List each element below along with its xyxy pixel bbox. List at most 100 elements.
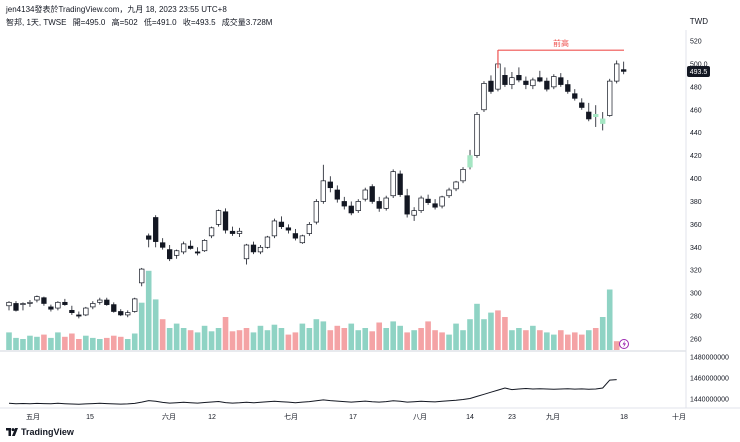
- brand-name: TradingView: [21, 427, 74, 437]
- candle-body: [369, 186, 375, 202]
- volume-bar: [264, 330, 271, 350]
- volume-bar: [578, 334, 585, 350]
- time-tick-label: 五月: [26, 413, 40, 421]
- indicator-tick-label: 1440000000: [690, 397, 729, 404]
- candle-body: [173, 250, 180, 256]
- indicator-line: [8, 379, 617, 405]
- volume-bar: [271, 324, 278, 350]
- volume-bar: [110, 335, 117, 350]
- candle-body: [432, 203, 438, 208]
- last-price-tag: 493.5: [687, 66, 710, 77]
- volume-bar: [48, 337, 54, 350]
- volume-bar: [481, 319, 487, 350]
- volume-bar: [516, 328, 522, 350]
- candle-body: [48, 306, 54, 310]
- volume-bar: [236, 330, 243, 350]
- volume-bar: [348, 323, 355, 350]
- volume-bar: [201, 325, 208, 350]
- price-tick-label: 500.0: [690, 61, 708, 68]
- volume-bar: [131, 333, 138, 350]
- volume-bar: [117, 336, 124, 350]
- candle-body: [502, 75, 508, 85]
- volume-bar: [362, 328, 369, 350]
- tradingview-icon: [6, 428, 18, 436]
- candle-body: [299, 235, 306, 244]
- candle-body: [411, 210, 417, 216]
- candle-body: [509, 77, 515, 85]
- candle-body: [467, 155, 473, 168]
- candle-body: [565, 84, 571, 92]
- volume-bar: [592, 328, 599, 350]
- volume-bar: [306, 328, 313, 350]
- candle-body: [153, 217, 159, 242]
- candle-body: [460, 169, 466, 182]
- tradingview-logo[interactable]: TradingView: [6, 427, 74, 437]
- candle-body: [118, 311, 124, 316]
- volume-bar: [327, 330, 334, 350]
- candle-body: [69, 309, 75, 313]
- candle-body: [208, 227, 215, 237]
- candle-body: [348, 205, 354, 214]
- indicator-line-pane: 1480000000 1460000000 1440000000: [8, 355, 729, 405]
- volume-bar: [62, 336, 68, 350]
- candle-body: [62, 301, 68, 305]
- candle-body: [264, 236, 271, 248]
- candle-body: [327, 181, 333, 189]
- volume-bar: [292, 332, 299, 350]
- price-tick-label: 420: [690, 153, 702, 160]
- price-tick-label: 400: [690, 176, 702, 183]
- candle-body: [397, 173, 403, 195]
- candle-body: [236, 230, 243, 234]
- volume-bar: [152, 299, 159, 350]
- ohlc-close: 收=493.5: [182, 18, 216, 27]
- price-axis: 520 500.0 480 460 440 420 400 380 360 340 320 300 28…: [690, 39, 708, 344]
- candle-body: [222, 211, 229, 231]
- volume-bar: [439, 332, 445, 350]
- volume-bar: [20, 339, 26, 350]
- candle-body: [376, 201, 382, 209]
- volume-bar: [397, 325, 403, 350]
- volume-bar: [460, 330, 466, 350]
- volume-bar: [474, 303, 480, 350]
- volume-bar: [6, 332, 12, 350]
- time-tick-label: 九月: [546, 412, 560, 421]
- volume-bar: [229, 331, 236, 350]
- price-tick-label: 380: [690, 199, 702, 206]
- volume-bar: [299, 323, 306, 350]
- candle-body: [586, 111, 592, 120]
- symbol-name[interactable]: 智邦, 1天, TWSE: [6, 18, 67, 27]
- candle-body: [271, 220, 278, 237]
- candle-body: [306, 224, 313, 234]
- candle-body: [13, 303, 19, 311]
- publish-header: jen4134發表於TradingView.com，九月 18, 2023 23…: [6, 5, 227, 14]
- candle-body: [404, 195, 410, 215]
- candle-body: [27, 301, 33, 304]
- candle-body: [250, 244, 257, 253]
- time-tick-label: 23: [508, 414, 516, 421]
- candle-body: [621, 69, 627, 72]
- candle-body: [97, 299, 103, 303]
- time-axis[interactable]: 五月 15 六月 12 七月 17 八月 14 23 九月 18 十月: [26, 412, 686, 421]
- candle-body: [537, 77, 543, 82]
- price-tick-label: 440: [690, 130, 702, 137]
- candle-body: [278, 221, 285, 228]
- volume-bar: [55, 332, 61, 350]
- volume-bar: [103, 337, 110, 350]
- lightning-icon[interactable]: [619, 339, 629, 349]
- price-tick-label: 260: [690, 337, 702, 344]
- price-tick-label: 520: [690, 39, 702, 46]
- candle-body: [355, 201, 361, 211]
- volume-bar: [613, 341, 620, 350]
- candle-body: [418, 197, 424, 211]
- candle-body: [593, 114, 599, 117]
- candle-body: [439, 196, 445, 207]
- candle-body: [390, 171, 396, 197]
- volume-bar: [222, 317, 229, 350]
- volume-bar: [313, 319, 320, 350]
- candle-body: [474, 114, 480, 156]
- candle-body: [320, 180, 326, 202]
- candle-body: [488, 80, 494, 92]
- ohlc-high: 高=502: [111, 18, 138, 27]
- currency-label: TWD: [689, 17, 708, 26]
